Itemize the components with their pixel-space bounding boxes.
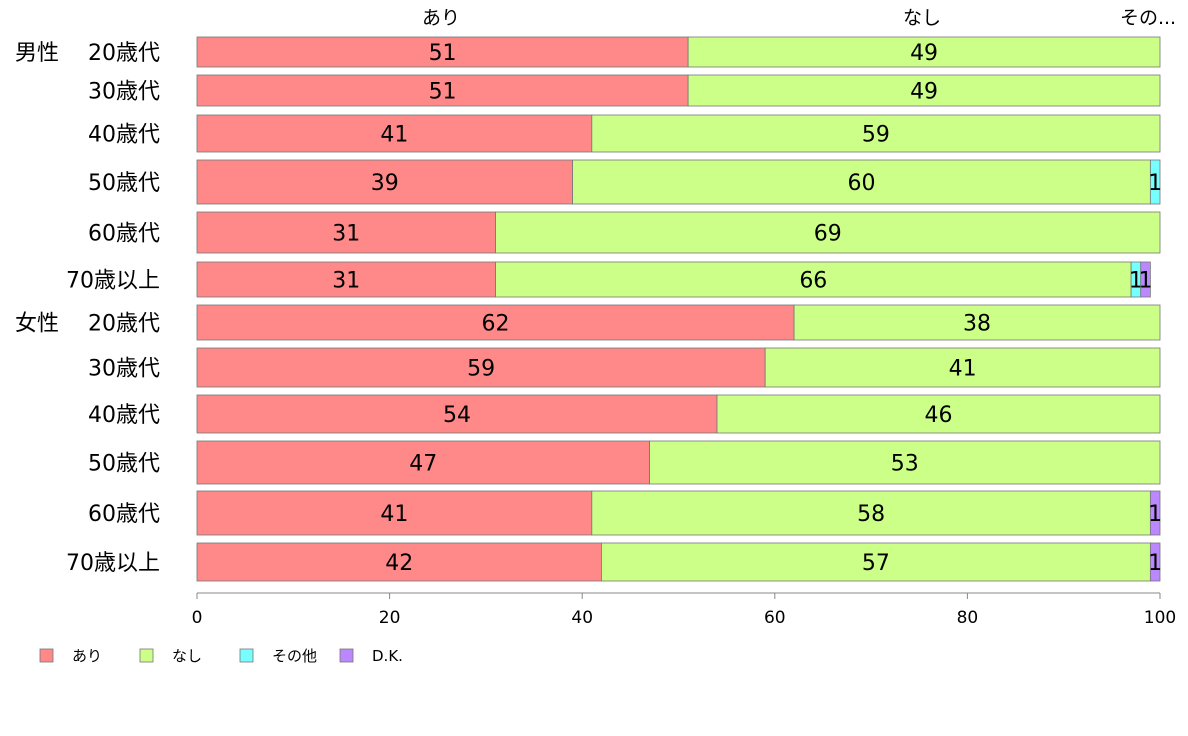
- data-label: 39: [371, 171, 399, 196]
- data-label: 51: [429, 41, 457, 66]
- bar-segment: [196, 36, 689, 68]
- bar-segment: [495, 261, 1132, 298]
- category-label: 40歳代: [88, 123, 160, 148]
- data-label: 69: [814, 222, 842, 247]
- bar-segment: [196, 159, 573, 205]
- category-label: 50歳代: [88, 452, 160, 477]
- bar-segment: [196, 74, 689, 107]
- top-series-label: その...: [1120, 7, 1176, 29]
- top-series-label: あり: [422, 7, 460, 29]
- bar-segment: [764, 347, 1161, 388]
- data-label: 1: [1148, 171, 1162, 196]
- data-label: 59: [467, 357, 495, 382]
- bar-segment: [1149, 542, 1161, 582]
- bar-segment: [1149, 490, 1161, 536]
- data-label: 31: [332, 222, 360, 247]
- category-label: 60歳代: [88, 222, 160, 247]
- bar-segment: [572, 159, 1151, 205]
- data-label: 49: [910, 41, 938, 66]
- data-label: 60: [847, 171, 875, 196]
- data-label: 1: [1148, 551, 1162, 576]
- data-label: 41: [380, 502, 408, 527]
- legend-swatch: [239, 648, 254, 663]
- legend-swatch: [339, 648, 354, 663]
- data-label: 31: [332, 269, 360, 294]
- legend-label: なし: [172, 647, 202, 665]
- bar-segment: [649, 440, 1161, 485]
- bar-segment: [687, 74, 1161, 107]
- bar-segment: [196, 304, 795, 341]
- top-series-label: なし: [903, 7, 941, 29]
- bar-segment: [196, 542, 602, 582]
- data-label: 38: [963, 312, 991, 337]
- data-label: 42: [385, 551, 413, 576]
- bar-segment: [196, 347, 766, 388]
- data-label: 46: [925, 403, 953, 428]
- category-label: 40歳代: [88, 403, 160, 428]
- data-label: 57: [862, 551, 890, 576]
- data-label: 41: [380, 123, 408, 148]
- x-tick-label: 60: [764, 608, 786, 628]
- data-label: 53: [891, 452, 919, 477]
- bar-segment: [196, 114, 593, 153]
- category-label: 20歳代: [88, 41, 160, 66]
- bar-segment: [1140, 261, 1151, 298]
- category-label: 30歳代: [88, 80, 160, 105]
- data-label: 1: [1139, 269, 1153, 294]
- data-label: 58: [857, 502, 885, 527]
- category-label: 50歳代: [88, 171, 160, 196]
- x-tick-label: 100: [1144, 608, 1176, 628]
- bar-segment: [591, 490, 1151, 536]
- legend-swatch: [39, 648, 54, 663]
- bar-segment: [495, 211, 1161, 254]
- bar-segment: [196, 261, 496, 298]
- x-tick-label: 0: [192, 608, 203, 628]
- bar-segment: [716, 394, 1161, 434]
- category-label: 30歳代: [88, 357, 160, 382]
- x-tick-label: 80: [957, 608, 979, 628]
- bar-segment: [1149, 159, 1161, 205]
- legend-label: D.K.: [372, 647, 403, 665]
- data-label: 54: [443, 403, 471, 428]
- legend-swatch: [139, 648, 154, 663]
- data-label: 62: [482, 312, 510, 337]
- category-label: 20歳代: [88, 312, 160, 337]
- legend-label: あり: [72, 647, 102, 665]
- data-label: 41: [949, 357, 977, 382]
- bar-segment: [591, 114, 1161, 153]
- data-label: 1: [1148, 502, 1162, 527]
- data-label: 47: [409, 452, 437, 477]
- group-label: 男性: [15, 41, 59, 66]
- bar-segment: [196, 394, 718, 434]
- bar-segment: [793, 304, 1161, 341]
- legend-label: その他: [272, 647, 317, 665]
- bar-segment: [196, 440, 651, 485]
- category-label: 60歳代: [88, 502, 160, 527]
- bar-segment: [687, 36, 1161, 68]
- category-label: 70歳以上: [66, 269, 160, 294]
- data-label: 66: [799, 269, 827, 294]
- x-tick-label: 20: [379, 608, 401, 628]
- bar-segment: [196, 211, 496, 254]
- bar-segment: [601, 542, 1151, 582]
- data-label: 1: [1129, 269, 1143, 294]
- bar-segment: [196, 490, 593, 536]
- data-label: 49: [910, 80, 938, 105]
- data-label: 51: [429, 80, 457, 105]
- category-label: 70歳以上: [66, 551, 160, 576]
- x-tick-label: 40: [571, 608, 593, 628]
- data-label: 59: [862, 123, 890, 148]
- group-label: 女性: [15, 312, 59, 337]
